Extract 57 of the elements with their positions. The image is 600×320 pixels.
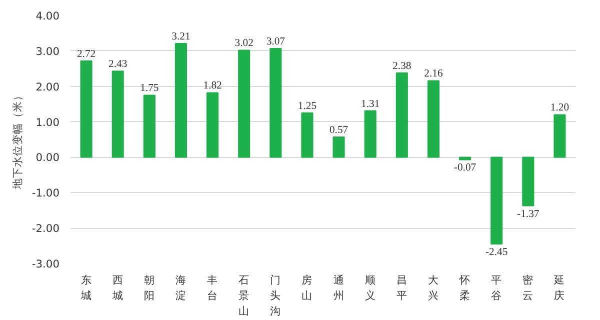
x-tick-label: 东城 — [80, 274, 92, 302]
x-tick-label: 延庆 — [553, 274, 566, 302]
data-label: 1.31 — [361, 98, 380, 110]
data-label: 3.07 — [266, 36, 286, 48]
data-label: 3.21 — [172, 31, 190, 42]
data-label: 1.20 — [550, 102, 570, 114]
data-label: 2.72 — [76, 48, 96, 60]
bar — [396, 72, 408, 158]
x-tick-label: 密云 — [522, 274, 534, 302]
x-tick-label: 平谷 — [491, 274, 502, 302]
bar — [554, 114, 566, 158]
x-tick-label: 昌平 — [396, 274, 408, 302]
y-tick-label: -2.00 — [32, 222, 60, 236]
bar — [206, 92, 219, 158]
data-label: 0.57 — [329, 125, 349, 136]
data-label: 2.43 — [108, 59, 128, 70]
bar — [238, 50, 250, 158]
data-label: -1.37 — [517, 208, 540, 220]
x-tick-label: 大兴 — [428, 274, 439, 302]
data-label: 3.02 — [234, 38, 254, 50]
y-tick-label: 1.00 — [36, 116, 60, 129]
x-tick-label: 房山 — [302, 274, 313, 302]
x-tick-label: 顺义 — [364, 274, 376, 302]
y-tick-label: 0.00 — [36, 151, 60, 164]
x-tick-label: 门头沟 — [270, 274, 282, 318]
bar — [174, 42, 187, 158]
data-label: -2.45 — [485, 247, 508, 258]
y-tick-label: -1.00 — [32, 186, 60, 200]
bar — [364, 110, 376, 158]
bar — [143, 94, 156, 158]
bar — [112, 70, 124, 158]
data-label: 1.75 — [140, 83, 159, 94]
y-axis-title: 地下水位变幅（米） — [10, 90, 24, 190]
bar — [427, 80, 440, 158]
x-tick-label: 海淀 — [175, 274, 186, 302]
x-tick-label: 西城 — [111, 274, 124, 302]
data-label: 1.82 — [203, 80, 222, 92]
data-label: -0.07 — [454, 162, 477, 174]
x-tick-label: 怀柔 — [458, 274, 471, 302]
bar — [80, 60, 92, 158]
data-label: 2.16 — [424, 68, 444, 80]
bar — [301, 112, 314, 158]
bar — [332, 136, 345, 158]
bar — [522, 156, 534, 206]
y-tick-label: -3.00 — [32, 258, 60, 270]
bar — [490, 156, 503, 245]
x-tick-label: 石景山 — [238, 274, 250, 318]
bar — [270, 48, 282, 158]
y-tick-label: 4.00 — [36, 10, 60, 22]
x-tick-label: 通州 — [333, 274, 344, 302]
bar — [459, 156, 472, 160]
y-tick-label: 3.00 — [36, 44, 60, 58]
y-tick-label: 2.00 — [36, 80, 60, 94]
data-label: 2.38 — [392, 60, 412, 72]
x-tick-label: 丰台 — [207, 274, 218, 302]
x-tick-label: 朝阳 — [144, 274, 155, 302]
data-label: 1.25 — [298, 100, 317, 112]
